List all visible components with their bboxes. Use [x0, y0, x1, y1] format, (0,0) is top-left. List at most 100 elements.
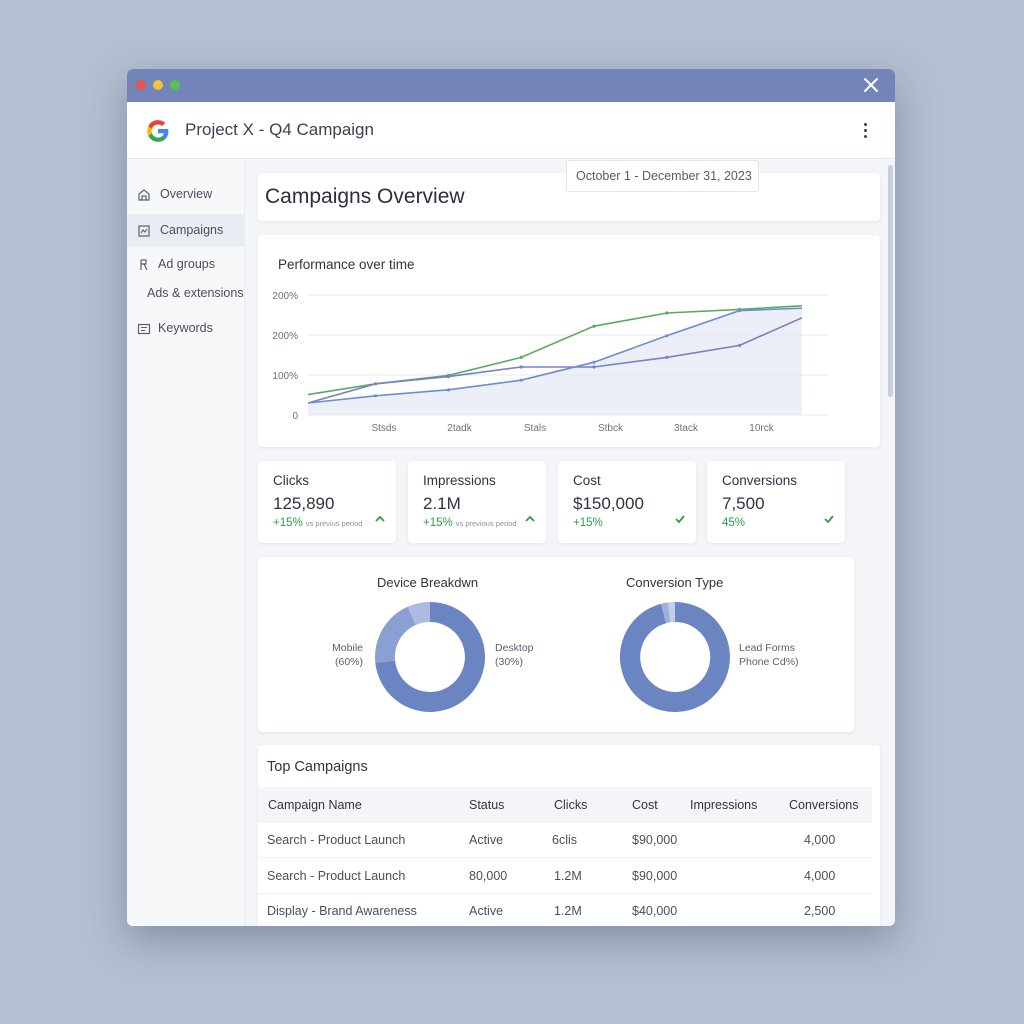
metric-card-cost[interactable]: Cost $150,000 +15% — [558, 461, 696, 543]
chart-x-tick-label: Stsds — [371, 423, 396, 434]
sidebar-item-label: Keywords — [158, 321, 213, 335]
cell-clicks: 1.2M — [554, 904, 582, 918]
cell-cost: $90,000 — [632, 833, 678, 847]
device-mobile-name: Mobile — [332, 642, 363, 654]
scrollbar[interactable] — [888, 165, 893, 397]
sidebar-item-ads-extensions[interactable]: Ads & extensions — [127, 277, 245, 310]
metric-change: 45% — [722, 517, 745, 529]
metric-change-value: 45% — [722, 517, 746, 529]
chart-point — [665, 355, 669, 359]
more-options-icon[interactable] — [859, 120, 871, 142]
donut-slice-lead-forms — [619, 602, 730, 712]
metric-change: +15% vs previous period — [423, 517, 517, 529]
device-breakdown-donut — [375, 602, 486, 712]
cell-campaign-name: Search - Product Launch — [267, 833, 406, 847]
metric-value: 125,890 — [273, 494, 335, 513]
window-minimize-dot[interactable] — [153, 80, 163, 90]
check-icon — [675, 515, 685, 524]
home-icon — [138, 189, 150, 201]
column-header-clicks[interactable]: Clicks — [554, 798, 588, 812]
chart-y-tick-label: 0 — [292, 411, 298, 422]
sidebar-item-label: Overview — [160, 187, 213, 201]
chart-point — [665, 311, 669, 315]
sidebar: Overview Campaigns Ad groups Ads & exten… — [127, 159, 245, 926]
check-icon — [824, 515, 834, 524]
sidebar-item-label: Campaigns — [160, 223, 224, 237]
chart-point — [738, 343, 742, 347]
chart-point — [592, 360, 596, 364]
chart-x-tick-label: 10rck — [749, 423, 774, 434]
table-header: Campaign Name Status Clicks Cost Impress… — [258, 787, 872, 823]
performance-chart: 0 100% 200% 200% Stsds 2tadk Stals Stbck 3tack 10… — [272, 291, 828, 434]
chart-point — [519, 355, 523, 359]
metric-change-value: +15% — [573, 517, 603, 529]
column-header-status[interactable]: Status — [469, 798, 505, 812]
column-header-impressions[interactable]: Impressions — [690, 798, 758, 812]
chart-area-fill — [308, 308, 802, 415]
donut-slice-phone — [661, 602, 671, 624]
sidebar-item-overview[interactable]: Overview — [127, 178, 245, 211]
metric-card-impressions[interactable]: Impressions 2.1M +15% vs previous period — [408, 461, 546, 543]
donut-slice-other — [668, 601, 675, 623]
chart-x-tick-label: Stbck — [598, 423, 624, 434]
donut-slice-primary — [375, 602, 486, 712]
page-title: Campaigns Overview — [265, 185, 465, 208]
chart-point — [519, 378, 523, 382]
cell-clicks: 1.2M — [554, 869, 582, 883]
conversion-type-labels: Lead Forms Phone Cd%) — [739, 641, 799, 669]
table-row[interactable]: Search - Product Launch 80,000 1.2M $90,… — [258, 859, 872, 894]
cell-cost: $40,000 — [632, 904, 678, 918]
chart-point — [374, 394, 378, 398]
chart-series-line — [307, 307, 803, 404]
chart-point — [592, 324, 596, 328]
window-maximize-dot[interactable] — [170, 80, 180, 90]
app-header: Project X - Q4 Campaign — [127, 102, 895, 159]
device-desktop-label: Desktop (30%) — [495, 641, 534, 669]
column-header-conversions[interactable]: Conversions — [789, 798, 859, 812]
chart-point — [446, 388, 450, 392]
column-header-campaign-name[interactable]: Campaign Name — [268, 798, 362, 812]
conversion-type-donut — [619, 601, 730, 712]
chart-x-tick-label: 3tack — [674, 423, 699, 434]
main-content: Campaigns Overview Performance over time… — [246, 159, 885, 926]
cell-status: Active — [469, 833, 504, 847]
device-mobile-label: Mobile (60%) — [329, 641, 363, 669]
device-desktop-name: Desktop — [495, 642, 534, 654]
window-close-dot[interactable] — [136, 80, 146, 90]
metric-value: 2.1M — [423, 494, 461, 513]
metric-card-clicks[interactable]: Clicks 125,890 +15% vs previus period — [258, 461, 396, 543]
keywords-icon — [137, 323, 151, 335]
chart-x-tick-label: 2tadk — [447, 423, 472, 434]
chart-y-tick-label: 100% — [272, 371, 298, 382]
chevron-up-icon — [375, 515, 385, 522]
metric-label: Impressions — [423, 473, 496, 488]
top-campaigns-title: Top Campaigns — [267, 759, 368, 775]
title-bar — [127, 69, 895, 102]
sidebar-item-ad-groups[interactable]: Ad groups — [127, 248, 245, 281]
conversion-phone-label: Phone Cd%) — [739, 656, 799, 668]
cell-conversions: 2,500 — [804, 904, 836, 918]
metric-change: +15% — [573, 517, 603, 529]
metric-value: 7,500 — [722, 494, 765, 513]
date-range-picker[interactable]: October 1 - December 31, 2023 — [566, 160, 759, 192]
ad-groups-icon — [140, 259, 148, 271]
column-header-cost[interactable]: Cost — [632, 798, 658, 812]
metric-change-value: +15% — [273, 517, 303, 529]
conversion-type-title: Conversion Type — [626, 575, 724, 590]
performance-card: Performance over time 0 100% 200% 200% Stsds… — [258, 235, 880, 447]
sidebar-item-keywords[interactable]: Keywords — [127, 312, 245, 345]
chart-y-tick-label: 200% — [272, 291, 298, 302]
metric-card-conversions[interactable]: Conversions 7,500 45% — [707, 461, 845, 543]
chart-point — [665, 334, 669, 338]
table-row[interactable]: Display - Brand Awareness Active 1.2M $4… — [258, 894, 872, 926]
chart-series-line — [307, 317, 803, 404]
metric-change-caption: vs previous period — [455, 519, 517, 528]
metric-label: Conversions — [722, 473, 798, 488]
chevron-up-icon — [525, 515, 535, 522]
metric-label: Cost — [573, 473, 601, 488]
close-icon[interactable] — [861, 75, 881, 95]
chart-y-tick-label: 200% — [272, 331, 298, 342]
sidebar-item-campaigns[interactable]: Campaigns — [127, 214, 245, 247]
page-header: Campaigns Overview — [258, 173, 880, 221]
table-row[interactable]: Search - Product Launch Active 6clis $90… — [258, 823, 872, 858]
